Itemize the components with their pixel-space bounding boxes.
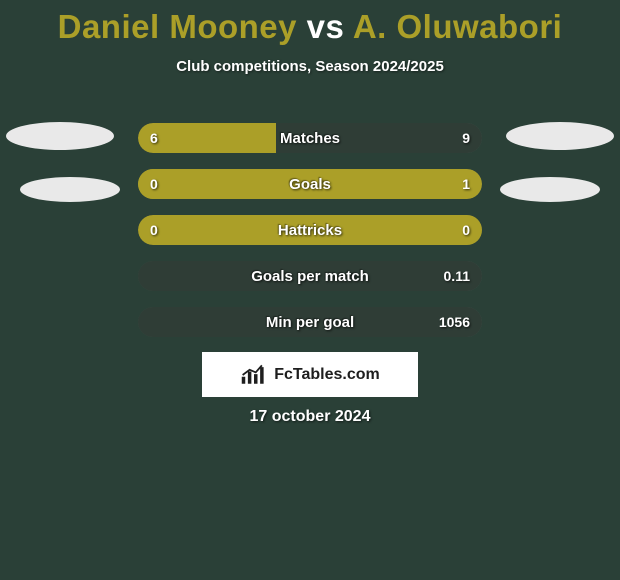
bar-track [138, 123, 482, 153]
bar-track [138, 169, 482, 199]
stat-bar-row: Hattricks00 [138, 215, 482, 245]
player1-badge-1 [6, 122, 114, 150]
vs-text: vs [307, 8, 345, 45]
stat-bars: Matches69 Goals01 Hattricks00 Goals per mat… [138, 123, 482, 353]
bar-left-fill [138, 123, 276, 153]
stat-bar-row: Matches69 [138, 123, 482, 153]
player2-badge-1 [506, 122, 614, 150]
date-text: 17 october 2024 [0, 408, 620, 426]
player1-badge-2 [20, 177, 120, 202]
bar-track [138, 261, 482, 291]
player2-badge-2 [500, 177, 600, 202]
player1-name: Daniel Mooney [58, 8, 297, 45]
stat-bar-row: Min per goal1056 [138, 307, 482, 337]
bar-track [138, 215, 482, 245]
bar-right-fill [138, 261, 482, 291]
bar-right-fill [138, 307, 482, 337]
player2-name: A. Oluwabori [353, 8, 563, 45]
stat-bar-row: Goals per match0.11 [138, 261, 482, 291]
bar-left-fill [138, 215, 482, 245]
subtitle: Club competitions, Season 2024/2025 [0, 58, 620, 75]
comparison-title: Daniel Mooney vs A. Oluwabori [0, 0, 620, 46]
stat-bar-row: Goals01 [138, 169, 482, 199]
brand-card: FcTables.com [202, 352, 418, 397]
brand-text: FcTables.com [274, 366, 380, 384]
bar-chart-icon [240, 364, 268, 386]
bar-track [138, 307, 482, 337]
bar-left-fill [138, 169, 214, 199]
